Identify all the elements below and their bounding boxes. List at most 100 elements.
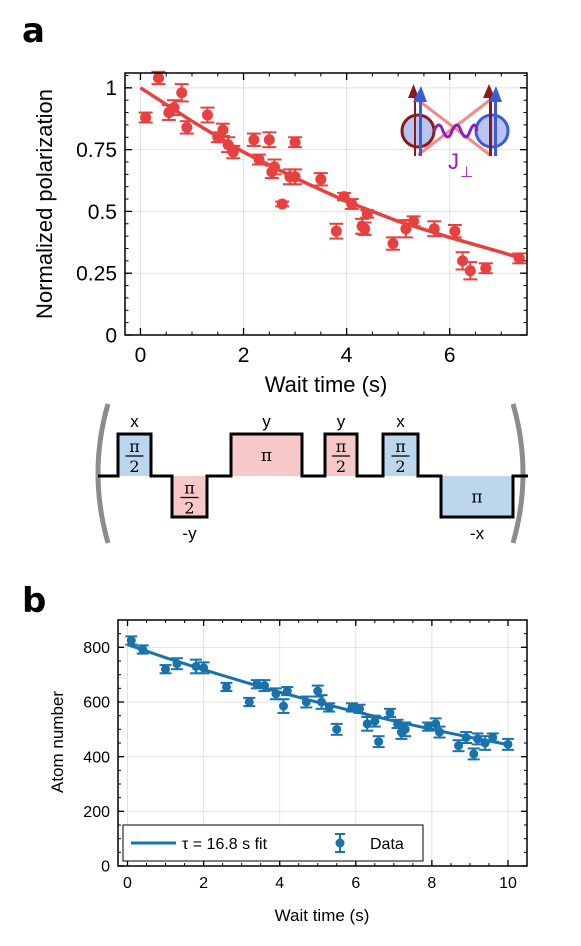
data-point [159,664,172,675]
pulse-fill [383,434,418,476]
point-marker [153,72,164,84]
data-point [329,222,344,240]
x-tick-label: 0 [123,875,132,892]
data-point [200,106,215,124]
chart-b-points [125,635,514,761]
data-point [197,661,210,675]
point-marker [503,739,513,749]
data-point [372,735,385,749]
data-point [136,644,149,655]
point-marker [346,198,358,210]
coupling-label: J [448,149,459,174]
data-point [288,168,303,186]
point-marker [161,664,171,674]
chart-b-ylabel: Atom number [48,691,67,793]
chart-b-xlabel: Wait time (s) [275,906,370,925]
point-marker [252,679,262,689]
spin-pair-inset: J ⊥ [400,84,510,181]
point-marker [355,704,365,714]
fit-line [139,86,523,261]
chart-a-points [138,70,527,281]
data-point [406,215,421,228]
point-marker [317,697,327,707]
data-point [313,172,328,187]
y-tick-label: 400 [83,749,110,766]
pulse-angle-numerator: π [336,437,347,456]
point-marker [385,708,395,718]
x-tick-label: 4 [341,344,353,367]
pulse-angle-denominator: 2 [184,499,194,518]
data-point [344,198,359,210]
data-point [460,731,473,744]
legend-box [122,824,424,862]
point-marker [217,124,229,136]
pulse-fill [118,434,151,476]
point-marker [259,681,269,691]
spin-arrow-left-blue [413,86,427,156]
x-tick-label: 6 [351,875,360,892]
point-marker [126,636,136,645]
point-marker [408,215,420,227]
data-point [467,747,480,761]
x-tick-label: 8 [427,875,436,892]
point-marker [271,689,281,699]
pulse-2: -y π2 [172,476,207,543]
data-point [151,70,166,86]
pulse-3: yπ [231,412,302,476]
point-marker [359,223,371,235]
y-tick-label: 600 [83,695,110,712]
panel-letter-b: b [22,581,46,621]
pulse-6: -x π [441,476,513,543]
pulse-5: xπ2 [383,412,418,476]
point-marker [332,724,342,734]
data-point [262,131,277,149]
point-marker [370,716,380,726]
pulse-fill [325,434,357,476]
data-point [330,722,343,736]
pulse-4: yπ2 [325,412,357,476]
data-point [277,698,290,714]
data-point [315,694,328,710]
data-point [179,120,194,135]
x-tick-label: 2 [199,875,208,892]
chart-a-grid [125,73,527,336]
atom-left [400,113,436,149]
pulse-angle-denominator: 2 [395,457,405,476]
data-point [125,635,138,646]
data-point [170,657,183,671]
data-point [501,737,514,751]
point-marker [289,136,301,148]
x-tick-label: 0 [135,344,147,367]
data-point [288,136,303,149]
data-point [452,739,465,753]
point-marker [279,701,289,711]
data-point [512,252,527,265]
pulse-angle-denominator: 2 [129,457,139,476]
point-marker [172,659,182,669]
data-point [215,122,230,138]
data-point [281,685,294,697]
point-marker [263,134,275,146]
data-point [226,144,241,160]
point-marker [313,686,323,696]
x-tick-label: 10 [499,875,517,892]
point-marker [191,661,201,671]
point-marker [289,171,301,183]
pulse-axis-label: -x [470,524,485,543]
pulse-angle: π [471,488,482,508]
point-marker [244,697,254,707]
chart-a-ticks: 0 2 4 6 0 0.25 0.5 0.75 1 [76,73,528,367]
point-marker [324,702,334,712]
point-marker [449,225,461,237]
y-tick-label: 800 [83,640,110,657]
legend-data-marker [335,838,345,848]
pulse-axis-label: y [262,412,271,431]
chart-a-ylabel: Normalized polarization [32,89,57,319]
coupling-wiggle [432,123,479,139]
point-marker [464,265,476,277]
chart-b-ticks: 0 2 4 6 8 10 0 200 400 600 800 [83,619,528,892]
point-marker [268,161,280,173]
point-marker [276,198,288,210]
